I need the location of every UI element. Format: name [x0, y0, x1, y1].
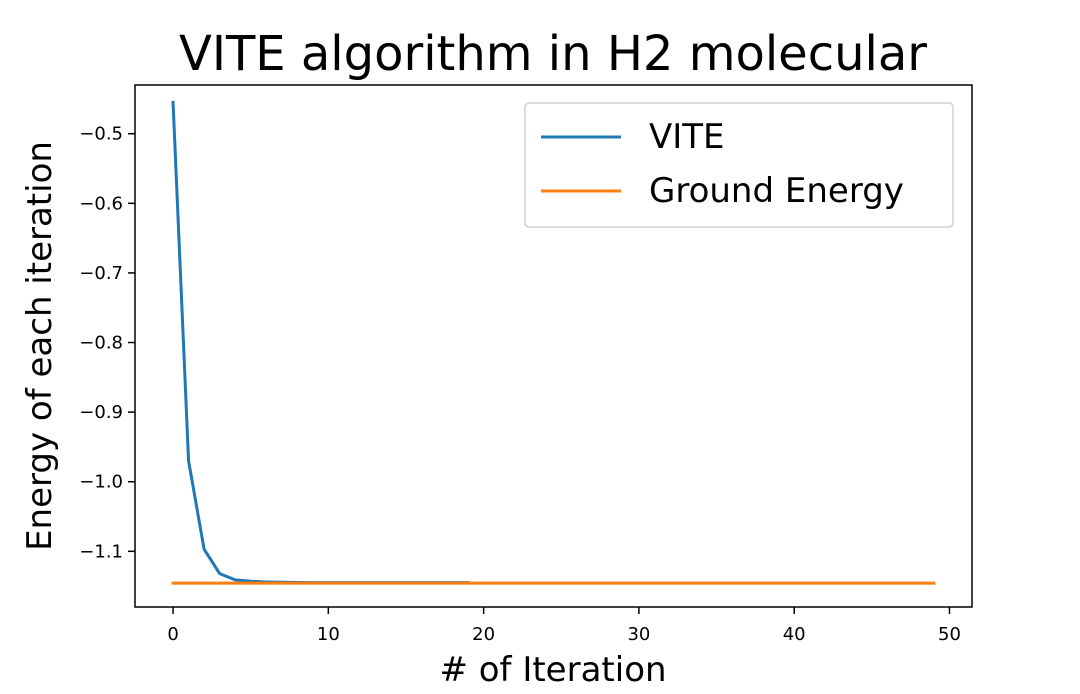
axes-frame: [134, 84, 973, 608]
x-tick-label: 40: [783, 624, 806, 645]
legend-box: [524, 102, 954, 228]
y-tick-label: −1.1: [79, 541, 123, 562]
legend: VITE Ground Energy: [524, 102, 954, 228]
series-line-vite: [171, 100, 470, 585]
y-tick-label: −1.0: [79, 472, 123, 493]
chart-title: VITE algorithm in H2 molecular: [179, 26, 927, 82]
legend-label-vite: VITE: [649, 117, 725, 157]
y-tick-label: −0.9: [79, 402, 123, 423]
y-tick-label: −0.6: [79, 193, 123, 214]
y-tick-label: −0.8: [79, 333, 123, 354]
x-tick-label: 30: [627, 624, 650, 645]
x-tick-label: 10: [317, 624, 340, 645]
y-tick-label: −0.7: [79, 263, 123, 284]
y-tick-label: −0.5: [79, 124, 123, 145]
plot-area: [171, 100, 936, 585]
legend-label-ground-energy: Ground Energy: [649, 171, 904, 211]
x-tick-label: 0: [167, 624, 178, 645]
x-tick-label: 50: [938, 624, 961, 645]
y-axis-label: Energy of each iteration: [20, 141, 60, 551]
x-axis-label: # of Iteration: [439, 650, 666, 690]
y-axis: −1.1 −1.0 −0.9 −0.8 −0.7 −0.6 −0.5: [79, 124, 135, 562]
x-axis: 0 10 20 30 40 50: [167, 607, 961, 645]
x-tick-label: 20: [472, 624, 495, 645]
